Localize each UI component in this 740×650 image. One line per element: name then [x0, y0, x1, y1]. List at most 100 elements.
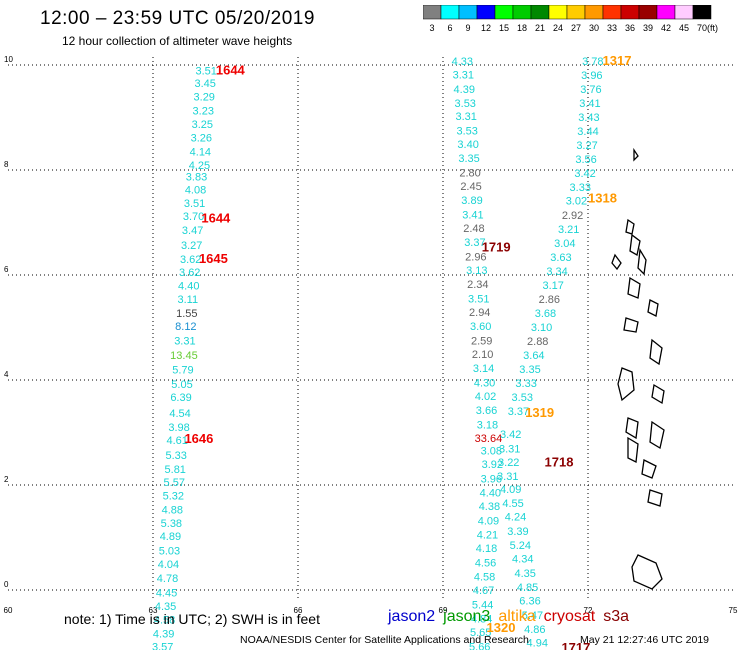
wave-height-value: 3.44 [577, 126, 598, 138]
wave-height-value: 3.64 [523, 350, 544, 362]
footer-note: note: 1) Time is in UTC; 2) SWH is in fe… [64, 611, 320, 627]
lon-tick-label: 60 [4, 606, 13, 615]
colorbar-label: 15 [499, 23, 509, 33]
wave-height-value: 13.45 [170, 350, 198, 362]
colorbar-swatch [423, 5, 442, 20]
colorbar-unit: (ft) [707, 23, 718, 33]
colorbar-label: 27 [571, 23, 581, 33]
colorbar-label: 3 [429, 23, 434, 33]
wave-height-value: 1.55 [176, 308, 197, 320]
wave-height-value: 3.02 [566, 196, 587, 208]
wave-height-value: 3.14 [473, 363, 494, 375]
wave-height-value: 3.96 [481, 473, 502, 485]
wave-height-value: 3.51 [195, 65, 216, 77]
wave-height-value: 3.18 [477, 419, 498, 431]
wave-height-value: 5.38 [161, 518, 182, 530]
wave-height-value: 2.10 [472, 349, 493, 361]
wave-height-value: 3.27 [576, 140, 597, 152]
satellite-legend: jason2 jason3 altika cryosat s3a [388, 608, 637, 626]
wave-height-value: 5.05 [171, 379, 192, 391]
wave-height-value: 2.59 [471, 335, 492, 347]
wave-height-value: 3.08 [481, 446, 502, 458]
wave-height-value: 3.33 [570, 182, 591, 194]
wave-height-value: 4.88 [162, 504, 183, 516]
wave-height-value: 2.80 [459, 167, 480, 179]
colorbar-label: 6 [447, 23, 452, 33]
colorbar-label: 12 [481, 23, 491, 33]
wave-height-value: 4.25 [189, 160, 210, 172]
pass-time-label: 1644 [216, 62, 246, 77]
wave-height-value: 4.67 [473, 585, 494, 597]
wave-height-value: 3.26 [191, 133, 212, 145]
colorbar-swatch [494, 5, 514, 20]
wave-height-value: 3.23 [193, 105, 214, 117]
wave-height-value: 3.62 [179, 267, 200, 279]
coastline-island [651, 383, 665, 405]
wave-height-value: 4.38 [479, 501, 500, 513]
wave-height-value: 3.76 [580, 84, 601, 96]
pass-time-label: 1318 [588, 191, 617, 206]
colorbar-swatch [620, 5, 640, 20]
wave-height-value: 5.81 [165, 464, 186, 476]
wave-height-value: 3.35 [519, 364, 540, 376]
wave-height-value: 3.57 [152, 641, 173, 650]
wave-height-value: 3.25 [192, 119, 213, 131]
coastline-island [627, 436, 639, 463]
pass-time-label: 1319 [525, 405, 554, 420]
pass-time-label: 1646 [184, 431, 213, 446]
colorbar-label: 21 [535, 23, 545, 33]
wave-height-value: 4.55 [502, 498, 523, 510]
wave-height-value: 3.27 [181, 240, 202, 252]
wave-height-value: 3.42 [574, 168, 595, 180]
wave-height-value: 3.51 [468, 293, 489, 305]
wave-height-value: 4.24 [505, 512, 526, 524]
colorbar-label: 36 [625, 23, 635, 33]
generated-timestamp: May 21 12:27:46 UTC 2019 [580, 634, 709, 646]
wave-height-value: 3.68 [535, 308, 556, 320]
wave-height-value: 3.31 [497, 471, 518, 483]
wave-height-value: 2.96 [465, 251, 486, 263]
coastline-island [625, 417, 639, 440]
wave-height-value: 3.89 [461, 195, 482, 207]
colorbar-label: 42 [661, 23, 671, 33]
wave-height-value: 3.53 [455, 98, 476, 110]
wave-height-value: 4.78 [157, 573, 178, 585]
wave-height-value: 3.34 [546, 266, 567, 278]
coastline-island [617, 367, 635, 402]
wave-height-value: 4.85 [517, 582, 538, 594]
wave-height-value: 3.41 [462, 209, 483, 221]
wave-height-value: 3.13 [466, 265, 487, 277]
wave-height-value: 4.14 [190, 146, 211, 158]
wave-height-value: 5.03 [159, 545, 180, 557]
wave-height-value: 3.83 [186, 172, 207, 184]
wave-height-value: 4.04 [158, 559, 179, 571]
wave-height-value: 4.58 [474, 572, 495, 584]
wave-height-value: 5.33 [165, 450, 186, 462]
wave-height-value: 3.43 [578, 112, 599, 124]
lat-tick-label: 0 [4, 580, 9, 589]
wave-height-value: 4.09 [500, 484, 521, 496]
wave-height-value: 4.39 [454, 84, 475, 96]
wave-height-value: 4.94 [527, 638, 548, 650]
wave-height-value: 4.45 [156, 587, 177, 599]
wave-height-value: 4.54 [169, 408, 190, 420]
coastline-island [625, 218, 635, 235]
wave-height-value: 3.45 [194, 78, 215, 90]
legend-entry: jason3 [443, 608, 491, 625]
colorbar-swatch [692, 5, 712, 20]
wave-height-value: 4.40 [178, 281, 199, 293]
wave-height-value: 2.34 [467, 279, 488, 291]
page-subtitle: 12 hour collection of altimeter wave hei… [62, 34, 293, 48]
wave-height-value: 3.53 [512, 392, 533, 404]
colorbar-label: 9 [465, 23, 470, 33]
colorbar-swatch [476, 5, 496, 20]
credit-text: NOAA/NESDIS Center for Satellite Applica… [240, 634, 529, 646]
wave-height-value: 3.17 [542, 280, 563, 292]
wave-height-value: 5.79 [172, 365, 193, 377]
wave-height-value: 3.60 [470, 321, 491, 333]
lat-tick-label: 10 [4, 55, 13, 64]
coastline-island [647, 299, 659, 317]
wave-height-value: 3.41 [579, 98, 600, 110]
coastline-island [637, 248, 647, 276]
